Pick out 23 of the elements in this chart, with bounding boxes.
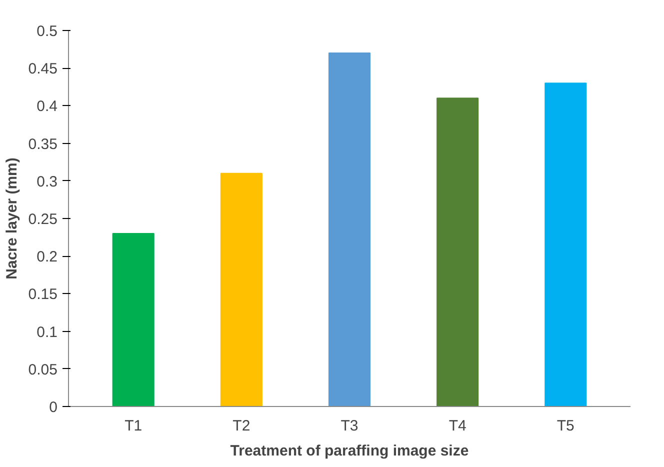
y-tick-label: 0.4 [36, 98, 58, 116]
bar [436, 98, 479, 406]
y-tick-label: 0.45 [28, 60, 58, 78]
y-tick-label: 0.15 [28, 286, 58, 304]
y-tick-label: 0.2 [36, 248, 58, 266]
x-tick-label: T5 [556, 418, 574, 434]
bar [112, 233, 154, 406]
x-tick-label: T1 [124, 418, 142, 434]
y-tick-label: 0 [49, 399, 58, 416]
x-tick-label: T2 [232, 418, 250, 434]
x-tick-label: T4 [448, 418, 466, 434]
bar [328, 52, 371, 406]
y-axis-title: Nacre layer (mm) [3, 158, 20, 280]
bar [220, 172, 262, 406]
x-axis-title: Treatment of paraffing image size [230, 442, 469, 460]
y-tick-label: 0.1 [36, 324, 58, 341]
y-tick-label: 0.05 [28, 361, 58, 378]
y-tick-label: 0.3 [36, 173, 58, 190]
bar [544, 82, 587, 406]
x-tick-label: T3 [340, 418, 358, 434]
y-tick-label: 0.35 [28, 136, 58, 153]
y-tick-label: 0.5 [36, 23, 58, 40]
y-tick-label: 0.25 [28, 211, 58, 228]
